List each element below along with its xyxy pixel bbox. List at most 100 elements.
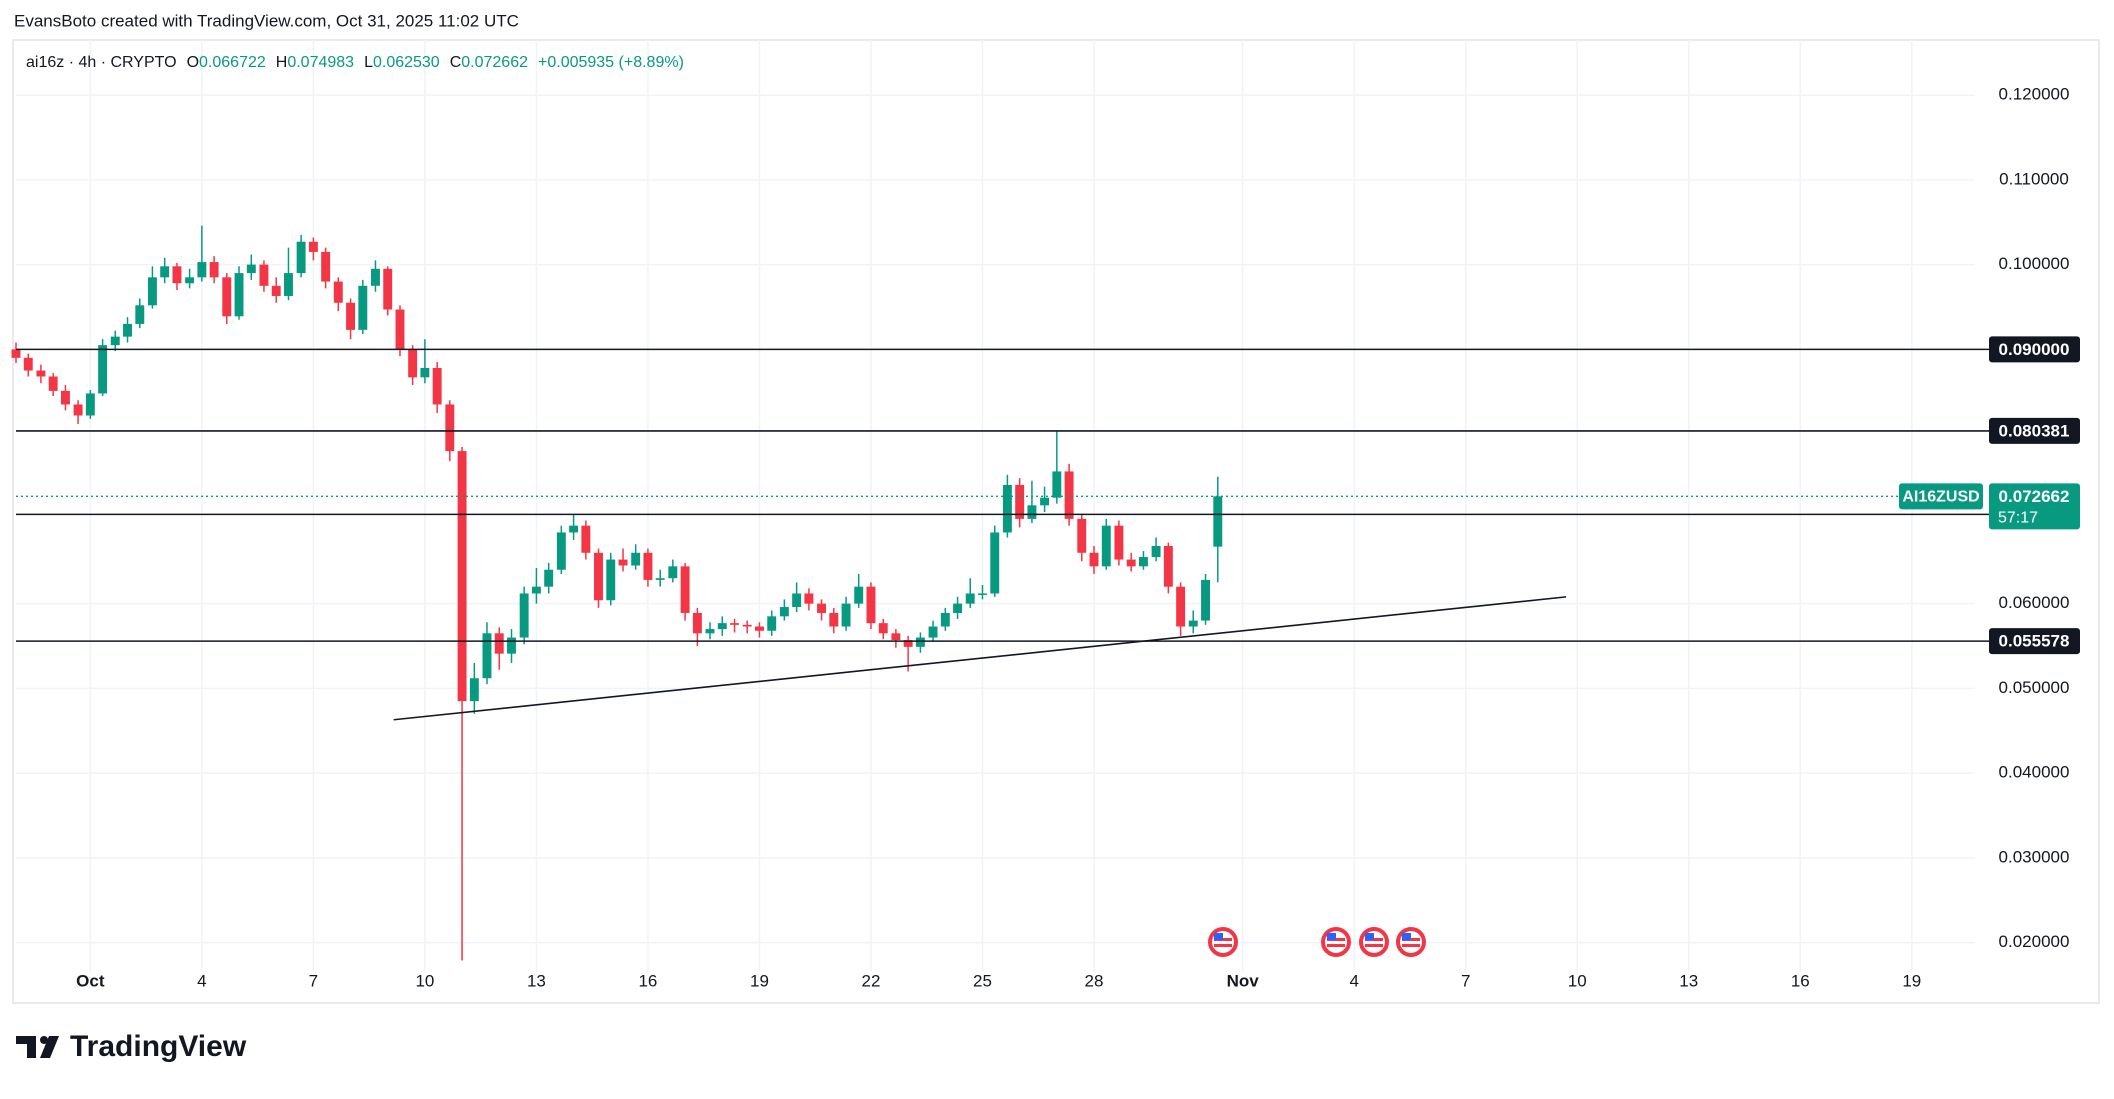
candle-body bbox=[1213, 496, 1223, 547]
legend-item: ai16z · 4h · CRYPTO bbox=[26, 54, 177, 71]
x-tick-label: Oct bbox=[76, 971, 105, 990]
x-tick-label: 10 bbox=[415, 971, 434, 990]
candle-body bbox=[556, 532, 566, 570]
candle-body bbox=[531, 586, 541, 594]
x-tick-label: 16 bbox=[638, 971, 657, 990]
candle-body bbox=[370, 268, 380, 286]
legend-item: 0.066722 bbox=[199, 54, 266, 71]
candle-body bbox=[284, 273, 293, 296]
legend-item: L bbox=[364, 54, 373, 71]
legend-item: 0.062530 bbox=[373, 54, 440, 71]
candle-body bbox=[668, 566, 678, 579]
candle-body bbox=[878, 623, 888, 634]
candle-body bbox=[742, 624, 752, 627]
candle-body bbox=[123, 323, 132, 337]
brand-logo: TradingView bbox=[16, 1030, 247, 1063]
symbol-label: AI16ZUSD bbox=[1902, 489, 1979, 506]
candle-body bbox=[1176, 586, 1186, 627]
x-tick-label: 13 bbox=[1679, 971, 1698, 990]
candle-body bbox=[978, 593, 987, 595]
candle-body bbox=[841, 603, 851, 627]
candle-body bbox=[507, 637, 516, 654]
candle-body bbox=[1089, 552, 1099, 567]
event-flag[interactable] bbox=[1321, 927, 1351, 957]
candle-body bbox=[643, 552, 653, 580]
event-markers bbox=[1208, 927, 1426, 957]
candle-body bbox=[519, 593, 529, 638]
candle-body bbox=[792, 593, 802, 608]
last-price-box bbox=[1989, 483, 2080, 530]
candle-body bbox=[1138, 557, 1148, 567]
last-price-label: 0.072662 bbox=[1999, 487, 2070, 506]
candle-body bbox=[1126, 559, 1136, 567]
candle-body bbox=[383, 268, 393, 310]
x-tick-label: 28 bbox=[1085, 971, 1104, 990]
countdown: 57:17 bbox=[1998, 510, 2038, 527]
x-tick-label: 19 bbox=[1902, 971, 1921, 990]
candle-body bbox=[110, 336, 120, 346]
y-tick-label: 0.060000 bbox=[1999, 593, 2070, 612]
x-tick-label: 10 bbox=[1568, 971, 1587, 990]
candle-body bbox=[48, 376, 58, 391]
candle-body bbox=[333, 281, 343, 303]
candle-body bbox=[655, 578, 665, 580]
candle-body bbox=[1101, 525, 1111, 567]
trend-line bbox=[393, 596, 1567, 721]
x-tick-label: 7 bbox=[309, 971, 318, 990]
candle-body bbox=[1027, 505, 1037, 519]
candle-body bbox=[754, 626, 764, 631]
x-tick-label: 4 bbox=[197, 971, 206, 990]
candle-body bbox=[903, 640, 913, 647]
candle-body bbox=[420, 368, 430, 378]
candle-body bbox=[60, 390, 70, 405]
candle-body bbox=[1015, 484, 1025, 519]
symbol-box bbox=[1899, 483, 1983, 510]
candle-body bbox=[705, 629, 715, 634]
candle-body bbox=[680, 566, 690, 613]
candle-body bbox=[73, 404, 83, 416]
candle-body bbox=[308, 241, 318, 252]
credit: EvansBoto created with TradingView.com, … bbox=[14, 11, 519, 30]
candle-body bbox=[990, 532, 1000, 594]
x-tick-label: Nov bbox=[1227, 971, 1260, 990]
candle-body bbox=[85, 393, 95, 416]
candle-body bbox=[953, 603, 963, 613]
level-label-box bbox=[1989, 628, 2080, 655]
candle-body bbox=[185, 277, 195, 284]
candle-body bbox=[482, 633, 492, 679]
event-flag[interactable] bbox=[1359, 927, 1389, 957]
event-flag[interactable] bbox=[1396, 927, 1426, 957]
candle-body bbox=[618, 559, 628, 566]
candle-body bbox=[1188, 620, 1198, 627]
candle-body bbox=[1114, 525, 1124, 560]
candle-body bbox=[209, 262, 219, 278]
candle-body bbox=[581, 525, 591, 553]
candle-body bbox=[197, 262, 207, 278]
candle-body bbox=[717, 623, 727, 630]
legend: ai16z · 4h · CRYPTO O0.066722 H0.074983 L0.… bbox=[26, 54, 684, 71]
candle-body bbox=[358, 285, 368, 330]
legend-item: O bbox=[187, 54, 199, 71]
candle-body bbox=[817, 603, 826, 613]
candle-body bbox=[346, 302, 356, 330]
axis-labels: Oct 4 7 10 13 16 19 22 25 28 Nov 4 7 10 13 16 19 0.020000… bbox=[76, 85, 2080, 990]
candle-body bbox=[866, 586, 876, 624]
x-tick-label: 22 bbox=[862, 971, 881, 990]
candle-body bbox=[891, 633, 901, 641]
brand: TradingView bbox=[70, 1030, 247, 1063]
x-tick-label: 19 bbox=[750, 971, 769, 990]
candle-body bbox=[730, 623, 740, 625]
candle-body bbox=[147, 277, 157, 306]
event-flag[interactable] bbox=[1208, 927, 1238, 957]
x-tick-label: 13 bbox=[527, 971, 546, 990]
candle-body bbox=[854, 586, 864, 604]
candle-body bbox=[594, 552, 603, 601]
candle-body bbox=[222, 277, 232, 317]
candle-body bbox=[1077, 518, 1087, 553]
candle-body bbox=[940, 612, 950, 627]
level-label: 0.055578 bbox=[1999, 632, 2070, 651]
legend-item: 0.074983 bbox=[287, 54, 354, 71]
candle-body bbox=[457, 451, 467, 702]
